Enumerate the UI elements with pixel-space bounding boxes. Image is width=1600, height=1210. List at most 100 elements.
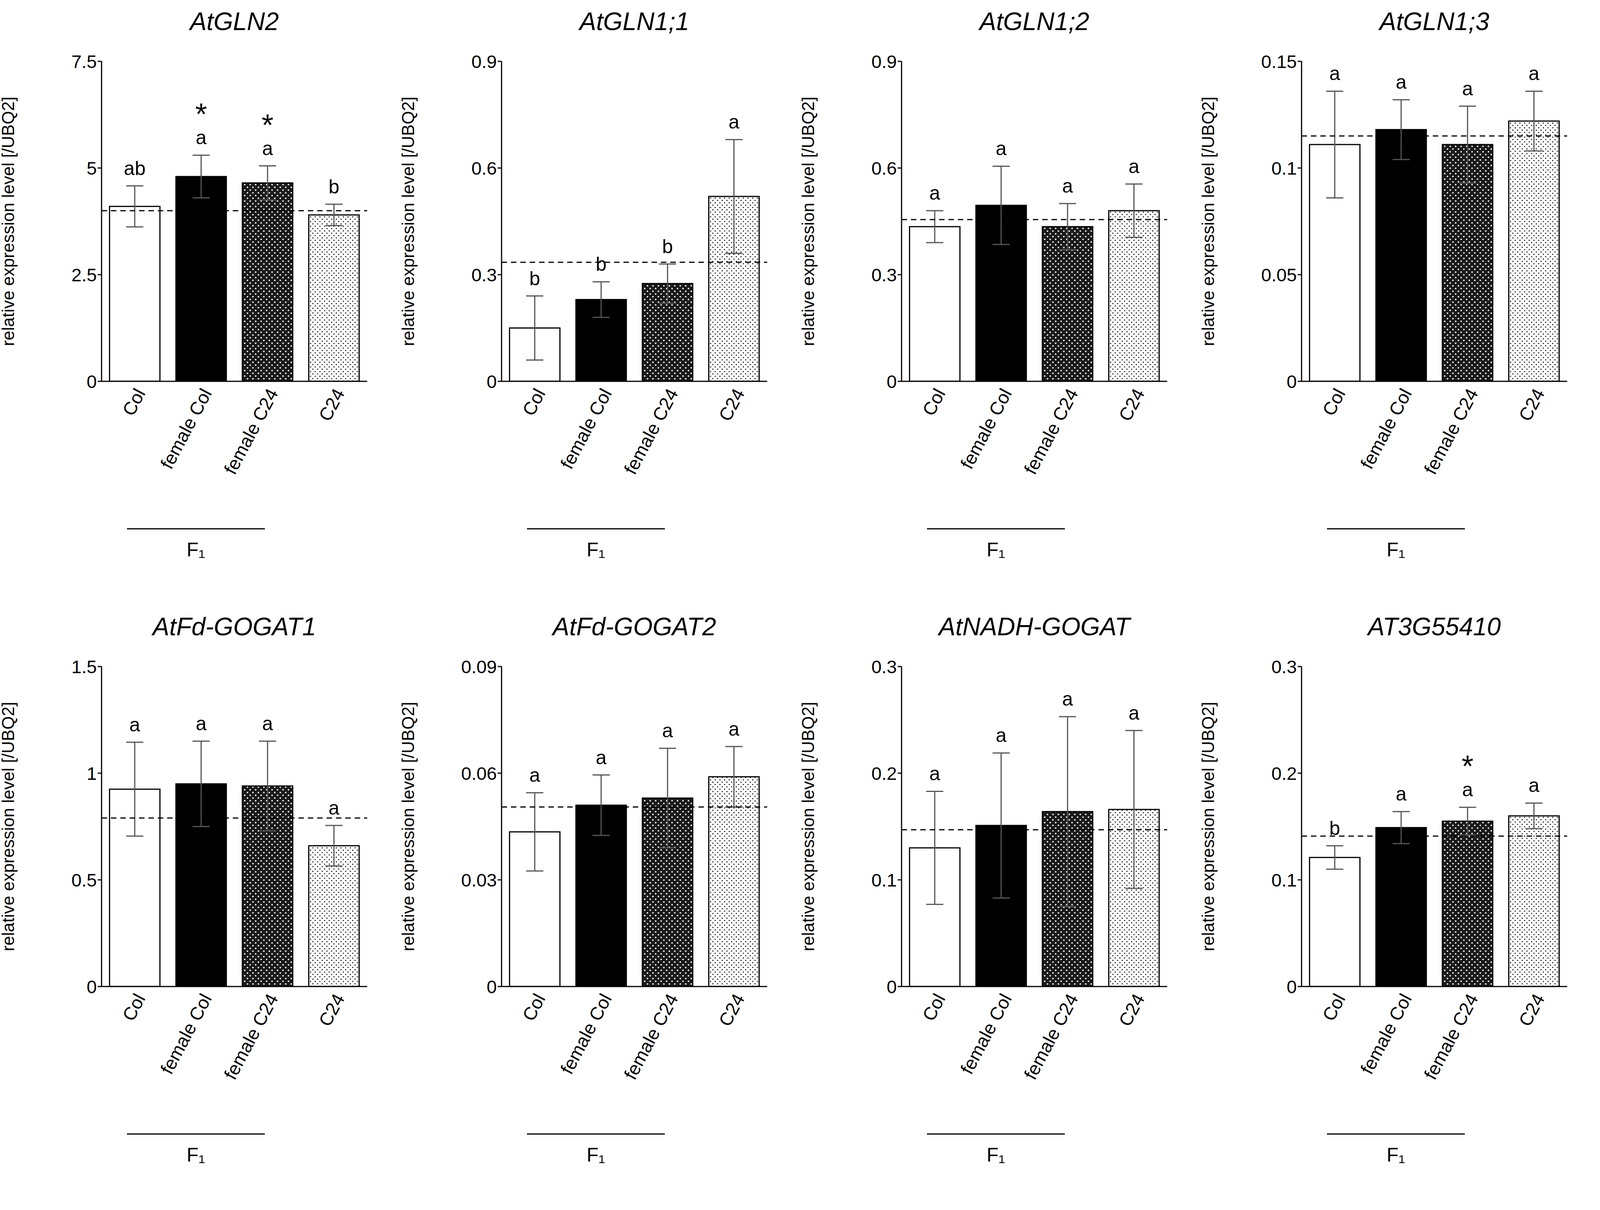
svg-text:a: a	[1128, 701, 1140, 724]
svg-text:Col: Col	[517, 385, 550, 420]
svg-text:female Col: female Col	[156, 385, 216, 473]
svg-text:0.2: 0.2	[871, 762, 897, 784]
svg-text:0: 0	[486, 371, 497, 392]
svg-text:Col: Col	[917, 990, 950, 1025]
svg-text:a: a	[728, 110, 740, 133]
svg-text:a: a	[1395, 782, 1407, 805]
svg-text:0: 0	[1286, 371, 1297, 392]
svg-text:*: *	[195, 96, 208, 132]
svg-text:female Col: female Col	[556, 990, 616, 1078]
svg-text:0: 0	[1286, 976, 1297, 997]
svg-text:C24: C24	[1114, 385, 1149, 425]
svg-text:a: a	[728, 717, 740, 740]
svg-text:female C24: female C24	[619, 385, 683, 478]
svg-text:0: 0	[886, 976, 897, 997]
svg-text:relative expression level [/UB: relative expression level [/UBQ2]	[1200, 96, 1218, 346]
svg-text:relative expression level [/UB: relative expression level [/UBQ2]	[400, 96, 418, 346]
svg-text:0.1: 0.1	[871, 869, 897, 891]
svg-text:0.3: 0.3	[1271, 656, 1297, 677]
svg-text:Col: Col	[117, 385, 150, 420]
svg-text:Col: Col	[117, 990, 150, 1025]
svg-text:female C24: female C24	[1419, 385, 1483, 478]
svg-text:1.5: 1.5	[71, 656, 97, 677]
svg-text:7.5: 7.5	[71, 51, 97, 72]
svg-text:Col: Col	[517, 990, 550, 1025]
svg-text:5: 5	[86, 157, 97, 179]
svg-text:a: a	[262, 712, 274, 735]
svg-text:relative expression level [/UB: relative expression level [/UBQ2]	[400, 701, 418, 951]
svg-text:0.1: 0.1	[1271, 157, 1297, 179]
svg-text:0: 0	[86, 976, 97, 997]
svg-text:0: 0	[86, 371, 97, 392]
svg-text:a: a	[1528, 774, 1540, 797]
svg-text:female C24: female C24	[1419, 990, 1483, 1083]
svg-text:female C24: female C24	[619, 990, 683, 1083]
svg-text:a: a	[662, 719, 674, 742]
svg-text:0.6: 0.6	[471, 157, 497, 179]
svg-text:0.9: 0.9	[871, 51, 897, 72]
svg-text:female C24: female C24	[1019, 385, 1083, 478]
svg-text:a: a	[195, 712, 207, 735]
svg-text:female Col: female Col	[1356, 990, 1416, 1078]
svg-text:a: a	[328, 796, 340, 819]
svg-text:0.3: 0.3	[471, 264, 497, 286]
svg-text:2.5: 2.5	[71, 264, 97, 286]
svg-text:a: a	[1528, 62, 1540, 85]
svg-text:0.05: 0.05	[1261, 264, 1297, 286]
svg-text:relative expression level [/UB: relative expression level [/UBQ2]	[3, 96, 18, 346]
svg-text:female C24: female C24	[219, 385, 283, 478]
svg-text:0.9: 0.9	[471, 51, 497, 72]
svg-text:a: a	[1395, 71, 1407, 93]
svg-text:C24: C24	[314, 990, 349, 1030]
svg-text:female C24: female C24	[219, 990, 283, 1083]
svg-text:0.1: 0.1	[1271, 869, 1297, 891]
svg-text:a: a	[929, 182, 941, 204]
svg-text:0.6: 0.6	[871, 157, 897, 179]
svg-text:female Col: female Col	[956, 385, 1016, 473]
svg-text:ab: ab	[123, 157, 146, 180]
svg-text:a: a	[595, 746, 607, 769]
svg-text:female Col: female Col	[1356, 385, 1416, 473]
svg-text:a: a	[1329, 62, 1341, 85]
svg-text:a: a	[995, 137, 1007, 160]
svg-text:relative expression level [/UB: relative expression level [/UBQ2]	[3, 701, 18, 951]
svg-text:0.3: 0.3	[871, 656, 897, 677]
svg-text:0.09: 0.09	[461, 656, 497, 677]
svg-text:female C24: female C24	[1019, 990, 1083, 1083]
svg-text:relative expression level [/UB: relative expression level [/UBQ2]	[800, 96, 818, 346]
svg-text:a: a	[529, 764, 541, 786]
svg-text:0.5: 0.5	[71, 869, 97, 891]
svg-text:b: b	[328, 175, 340, 198]
svg-text:female Col: female Col	[156, 990, 216, 1078]
svg-text:a: a	[1462, 77, 1474, 100]
svg-text:a: a	[129, 713, 141, 736]
svg-text:*: *	[1461, 748, 1474, 784]
svg-text:b: b	[662, 235, 674, 258]
svg-text:C24: C24	[314, 385, 349, 425]
svg-text:C24: C24	[1114, 990, 1149, 1030]
svg-text:relative expression level [/UB: relative expression level [/UBQ2]	[800, 701, 818, 951]
svg-text:0: 0	[486, 976, 497, 997]
svg-text:0.06: 0.06	[461, 762, 497, 784]
svg-text:female Col: female Col	[956, 990, 1016, 1078]
svg-text:b: b	[595, 253, 607, 275]
svg-text:Col: Col	[917, 385, 950, 420]
svg-text:0.2: 0.2	[1271, 762, 1297, 784]
svg-text:a: a	[929, 762, 941, 785]
svg-text:Col: Col	[1317, 990, 1350, 1025]
svg-text:a: a	[995, 724, 1007, 747]
svg-text:C24: C24	[714, 990, 749, 1030]
svg-text:C24: C24	[714, 385, 749, 425]
svg-text:*: *	[261, 107, 274, 143]
svg-text:a: a	[1062, 175, 1074, 197]
svg-text:a: a	[1128, 155, 1140, 178]
svg-text:b: b	[529, 267, 541, 290]
svg-text:a: a	[1062, 687, 1074, 710]
svg-text:0.15: 0.15	[1261, 51, 1297, 72]
svg-text:female Col: female Col	[556, 385, 616, 473]
svg-text:Col: Col	[1317, 385, 1350, 420]
svg-text:relative expression level [/UB: relative expression level [/UBQ2]	[1200, 701, 1218, 951]
svg-text:0.3: 0.3	[871, 264, 897, 286]
svg-text:C24: C24	[1514, 385, 1549, 425]
svg-text:C24: C24	[1514, 990, 1549, 1030]
